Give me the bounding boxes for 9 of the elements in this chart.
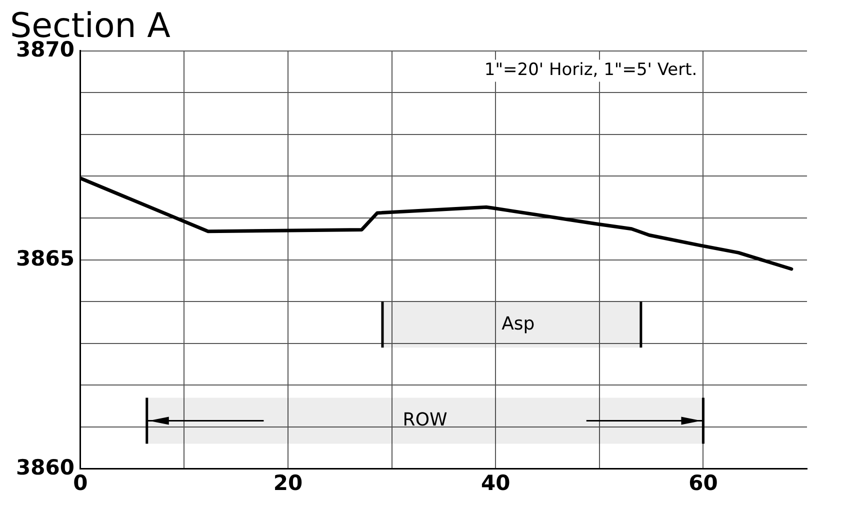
band-label: Asp (502, 313, 535, 334)
y-tick-label: 3860 (16, 455, 74, 480)
band-label: ROW (402, 409, 448, 430)
x-tick-label: 40 (481, 470, 510, 495)
y-tick-label: 3865 (16, 246, 74, 270)
x-tick-label: 0 (73, 470, 88, 495)
x-tick-label: 20 (273, 470, 303, 495)
x-tick-label: 60 (688, 470, 718, 495)
annotation: 1"=20' Horiz, 1"=5' Vert. (484, 60, 698, 80)
